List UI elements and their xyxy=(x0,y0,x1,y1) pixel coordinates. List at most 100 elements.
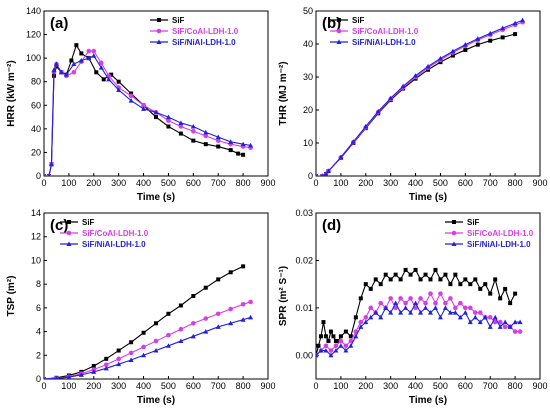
data-point-nial xyxy=(190,123,196,129)
data-point-coal xyxy=(166,118,171,123)
data-point-nial xyxy=(66,374,72,379)
data-point-nial xyxy=(492,314,498,320)
data-point-nial xyxy=(343,347,349,353)
x-tick-label: 400 xyxy=(408,178,423,188)
data-point-nial xyxy=(323,171,329,176)
data-point-coal xyxy=(348,338,354,344)
data-point-nial xyxy=(423,305,429,310)
data-point-sif xyxy=(378,282,383,287)
data-point-nial xyxy=(467,319,473,325)
data-point-nial xyxy=(517,319,523,325)
x-tick-label: 600 xyxy=(458,381,473,391)
data-point-nial xyxy=(400,83,406,89)
data-point-coal xyxy=(191,128,196,134)
data-point-nial xyxy=(452,310,458,315)
data-point-nial xyxy=(141,106,147,111)
data-point-coal xyxy=(141,102,146,108)
data-point-nial xyxy=(462,42,468,47)
data-point-sif xyxy=(368,286,373,291)
data-point-nial xyxy=(178,120,184,125)
data-point-nial xyxy=(44,173,46,176)
data-point-sif xyxy=(318,334,323,339)
x-tick-label: 600 xyxy=(458,178,473,188)
data-point-coal xyxy=(497,319,503,325)
data-point-sif xyxy=(323,334,328,339)
data-point-nial xyxy=(507,324,513,329)
data-point-sif xyxy=(101,77,106,82)
x-tick-label: 900 xyxy=(532,178,547,188)
legend-label-nial: SiF/NiAl-LDH-1.0 xyxy=(172,38,236,47)
data-point-sif xyxy=(178,303,183,308)
data-point-coal xyxy=(512,329,518,334)
data-point-sif xyxy=(336,339,341,344)
data-point-coal xyxy=(388,296,393,301)
data-point-coal xyxy=(502,324,508,330)
data-point-sif xyxy=(241,264,246,269)
data-point-nial xyxy=(248,142,254,148)
y-tick-label: 40 xyxy=(31,124,41,134)
x-tick-label: 600 xyxy=(186,381,201,391)
data-point-coal xyxy=(363,315,369,320)
x-tick-label: 800 xyxy=(236,381,251,391)
data-point-nial xyxy=(240,141,246,147)
data-point-sif xyxy=(488,291,493,296)
legend-label-coal: SiF/CoAl-LDH-1.0 xyxy=(82,229,149,238)
data-point-nial xyxy=(472,314,478,320)
legend-marker-nial xyxy=(336,39,342,44)
data-point-sif xyxy=(343,329,348,334)
data-point-nial xyxy=(116,87,122,92)
data-point-nial xyxy=(475,36,481,41)
y-tick-label: 8 xyxy=(36,279,41,289)
data-point-sif xyxy=(513,291,518,296)
data-point-sif xyxy=(418,277,423,282)
data-point-sif xyxy=(373,277,378,282)
y-tick-label: 50 xyxy=(303,6,313,16)
data-point-sif xyxy=(458,282,463,287)
x-tick-label: 400 xyxy=(408,381,423,391)
data-point-coal xyxy=(203,316,209,321)
data-point-sif xyxy=(228,270,233,275)
data-point-coal xyxy=(463,305,468,311)
data-point-coal xyxy=(378,300,384,306)
data-point-nial xyxy=(58,69,64,75)
data-point-sif xyxy=(316,343,321,348)
x-tick-label: 700 xyxy=(483,178,498,188)
data-point-nial xyxy=(165,114,171,120)
x-tick-label: 100 xyxy=(333,381,348,391)
data-point-coal xyxy=(368,305,374,311)
data-point-sif xyxy=(178,131,183,136)
legend-label-sif: SiF xyxy=(467,218,480,227)
legend-marker-nial xyxy=(66,241,72,246)
data-point-coal xyxy=(343,343,349,349)
data-point-sif xyxy=(383,272,388,277)
x-tick-label: 0 xyxy=(41,178,46,188)
data-point-coal xyxy=(358,319,364,325)
data-point-nial xyxy=(53,61,59,67)
data-point-nial xyxy=(375,108,381,114)
data-point-coal xyxy=(353,329,359,334)
data-point-sif xyxy=(403,267,408,272)
data-point-nial xyxy=(44,376,46,379)
data-point-coal xyxy=(178,124,184,129)
y-tick-label: 0.01 xyxy=(295,303,313,313)
data-point-sif xyxy=(228,148,233,153)
y-axis-label: TSP (m²) xyxy=(6,276,17,317)
x-tick-label: 200 xyxy=(358,381,373,391)
data-point-sif xyxy=(328,329,333,334)
x-tick-label: 100 xyxy=(333,178,348,188)
legend-marker-sif xyxy=(67,220,71,224)
data-point-sif xyxy=(478,286,483,291)
x-tick-label: 800 xyxy=(508,178,523,188)
data-point-nial xyxy=(91,53,97,58)
data-point-nial xyxy=(248,314,254,320)
panel-label: (b) xyxy=(322,15,341,32)
data-point-nial xyxy=(487,324,493,329)
data-point-sif xyxy=(79,51,84,56)
data-point-nial xyxy=(437,55,443,61)
x-tick-label: 800 xyxy=(508,381,523,391)
legend-label-nial: SiF/NiAl-LDH-1.0 xyxy=(352,38,416,47)
data-point-sif xyxy=(388,277,393,282)
data-point-nial xyxy=(165,343,171,348)
data-point-coal xyxy=(403,300,408,306)
y-tick-label: 6 xyxy=(36,303,41,313)
